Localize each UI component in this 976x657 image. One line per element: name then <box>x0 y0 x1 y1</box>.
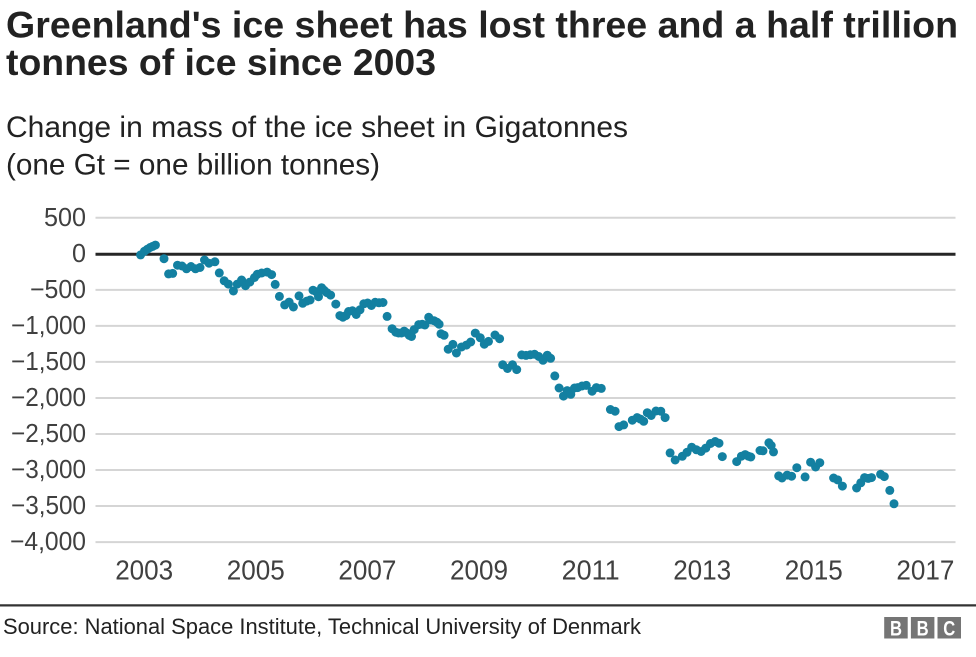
svg-text:2003: 2003 <box>115 555 173 586</box>
svg-text:tonnes of ice since 2003: tonnes of ice since 2003 <box>6 42 436 83</box>
svg-text:−3,000: −3,000 <box>11 454 86 484</box>
svg-text:B: B <box>890 617 902 640</box>
svg-text:−1,000: −1,000 <box>11 310 86 340</box>
svg-text:500: 500 <box>44 202 86 232</box>
svg-text:(one Gt = one billion tonnes): (one Gt = one billion tonnes) <box>6 149 380 182</box>
svg-text:−2,000: −2,000 <box>11 382 86 412</box>
svg-text:0: 0 <box>72 238 86 268</box>
svg-text:−500: −500 <box>30 274 86 304</box>
svg-text:2015: 2015 <box>785 555 843 586</box>
svg-text:C: C <box>943 617 955 640</box>
svg-text:2011: 2011 <box>562 555 620 586</box>
svg-text:2013: 2013 <box>673 555 731 586</box>
svg-text:−2,500: −2,500 <box>11 418 86 448</box>
svg-text:2017: 2017 <box>896 555 954 586</box>
svg-text:B: B <box>917 617 929 640</box>
svg-text:Greenland's ice sheet has lost: Greenland's ice sheet has lost three and… <box>6 5 958 46</box>
svg-text:2007: 2007 <box>338 555 396 586</box>
svg-text:2005: 2005 <box>227 555 285 586</box>
svg-text:−3,500: −3,500 <box>11 490 86 520</box>
svg-text:−4,000: −4,000 <box>10 526 86 556</box>
svg-text:2009: 2009 <box>450 555 508 586</box>
svg-text:Change in mass of the ice shee: Change in mass of the ice sheet in Gigat… <box>6 111 628 144</box>
svg-text:Source: National Space Institu: Source: National Space Institute, Techni… <box>3 614 642 639</box>
svg-text:−1,500: −1,500 <box>11 346 86 376</box>
